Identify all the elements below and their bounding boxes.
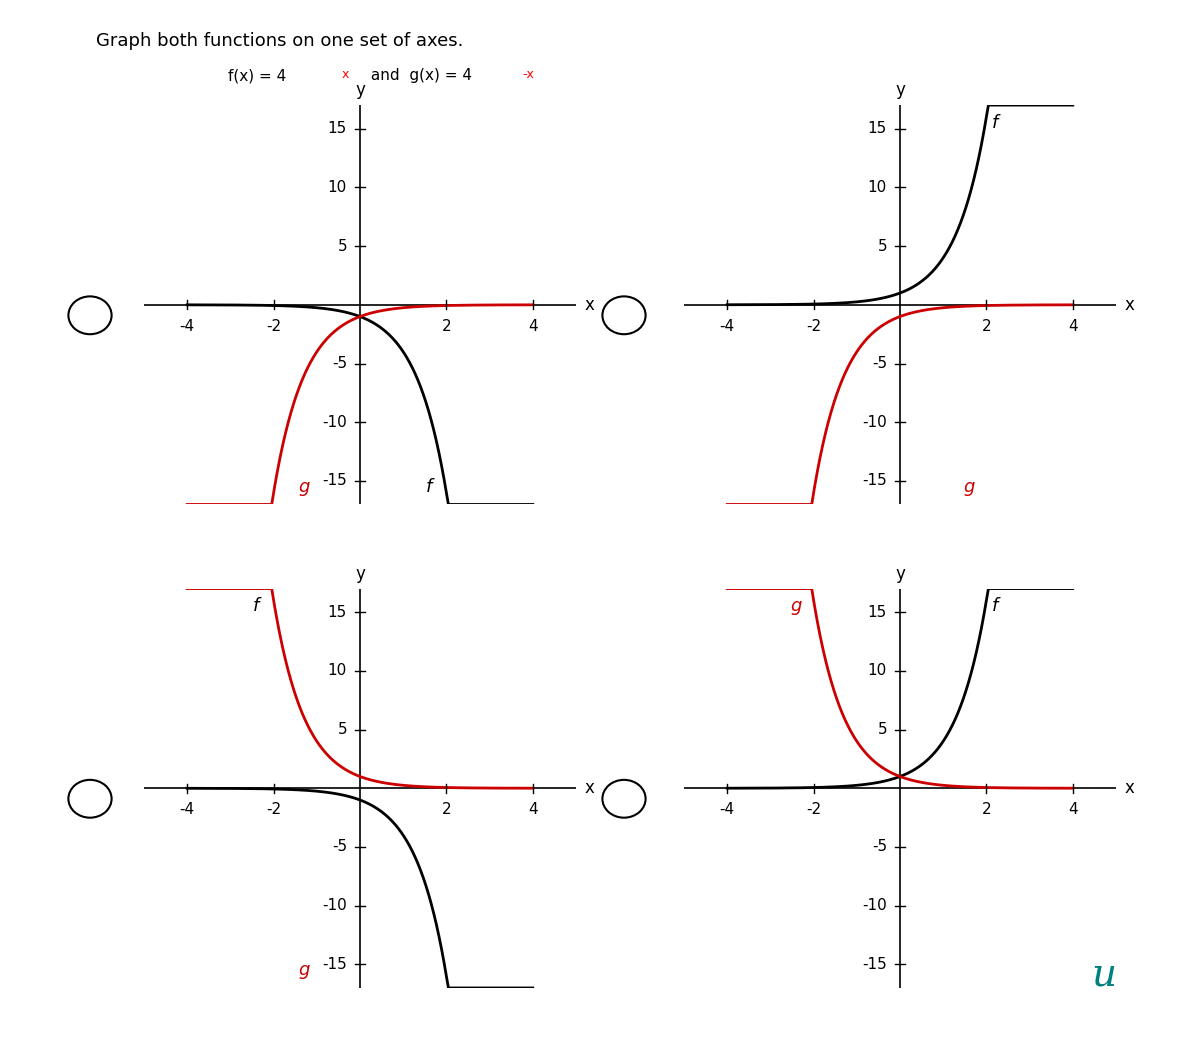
Text: f(x) = 4: f(x) = 4 [228, 68, 287, 83]
Text: -4: -4 [720, 802, 734, 818]
Text: g: g [964, 478, 974, 496]
Text: -15: -15 [863, 474, 887, 489]
Text: -x: -x [522, 68, 534, 81]
Text: -10: -10 [863, 899, 887, 913]
Text: -15: -15 [323, 957, 347, 972]
Text: g: g [298, 962, 310, 980]
Text: 15: 15 [328, 604, 347, 619]
Text: f: f [253, 597, 259, 615]
Text: f: f [426, 478, 432, 496]
Text: x: x [584, 295, 594, 314]
Text: f: f [992, 114, 998, 131]
Text: 4: 4 [528, 318, 538, 334]
Text: -5: -5 [332, 840, 347, 854]
Text: g: g [298, 478, 310, 496]
Text: and  g(x) = 4: and g(x) = 4 [366, 68, 472, 83]
Text: -2: -2 [806, 802, 821, 818]
Text: -4: -4 [720, 318, 734, 334]
Text: 4: 4 [1068, 802, 1078, 818]
Text: -2: -2 [806, 318, 821, 334]
Text: -2: -2 [266, 318, 281, 334]
Text: 15: 15 [328, 121, 347, 136]
Text: y: y [895, 81, 905, 99]
Text: y: y [895, 564, 905, 582]
Text: 10: 10 [868, 180, 887, 194]
Text: -5: -5 [872, 356, 887, 371]
Text: 5: 5 [877, 722, 887, 737]
Text: 4: 4 [1068, 318, 1078, 334]
Text: 5: 5 [337, 722, 347, 737]
Text: 10: 10 [328, 663, 347, 678]
Text: 10: 10 [328, 180, 347, 194]
Text: 2: 2 [442, 802, 451, 818]
Text: 10: 10 [868, 663, 887, 678]
Text: 15: 15 [868, 604, 887, 619]
Text: 5: 5 [337, 239, 347, 253]
Text: x: x [1124, 295, 1134, 314]
Text: -15: -15 [323, 474, 347, 489]
Text: -15: -15 [863, 957, 887, 972]
Text: -10: -10 [323, 415, 347, 430]
Text: 2: 2 [982, 318, 991, 334]
Text: 2: 2 [442, 318, 451, 334]
Text: 2: 2 [982, 802, 991, 818]
Text: Graph both functions on one set of axes.: Graph both functions on one set of axes. [96, 32, 463, 49]
Text: -2: -2 [266, 802, 281, 818]
Text: f: f [992, 597, 998, 615]
Text: y: y [355, 81, 365, 99]
Text: y: y [355, 564, 365, 582]
Text: g: g [791, 597, 802, 615]
Text: -5: -5 [332, 356, 347, 371]
Text: -10: -10 [323, 899, 347, 913]
Text: -4: -4 [180, 318, 194, 334]
Text: -10: -10 [863, 415, 887, 430]
Text: u: u [1092, 956, 1116, 993]
Text: x: x [1124, 779, 1134, 798]
Text: -4: -4 [180, 802, 194, 818]
Text: 4: 4 [528, 802, 538, 818]
Text: 5: 5 [877, 239, 887, 253]
Text: 15: 15 [868, 121, 887, 136]
Text: x: x [584, 779, 594, 798]
Text: x: x [342, 68, 349, 81]
Text: -5: -5 [872, 840, 887, 854]
